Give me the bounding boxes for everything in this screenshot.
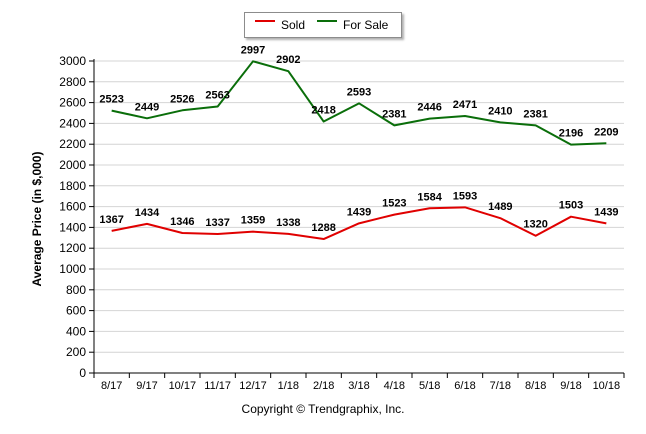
data-label: 2449	[135, 101, 159, 113]
y-tick-label: 1600	[59, 200, 86, 214]
data-label: 2209	[594, 126, 618, 138]
x-tick-label: 6/18	[454, 380, 475, 392]
y-tick-label: 2800	[59, 75, 86, 89]
x-tick-label: 10/17	[169, 380, 197, 392]
x-tick-label: 8/17	[101, 380, 122, 392]
data-label: 2381	[523, 108, 547, 120]
data-labels: 1367 1434 1346 1337 1359 1338 1288 1439 1523 1584…	[99, 44, 618, 234]
data-label: 1367	[99, 214, 123, 226]
y-tick-label: 1800	[59, 179, 86, 193]
x-tick-label: 8/18	[525, 380, 546, 392]
data-label: 1439	[347, 206, 371, 218]
x-tick-label: 3/18	[348, 380, 369, 392]
y-tick-label: 2600	[59, 96, 86, 110]
data-label: 2196	[559, 128, 583, 140]
data-label: 1593	[453, 190, 477, 202]
axes	[89, 59, 625, 378]
y-tick-label: 600	[66, 304, 86, 318]
data-label: 1503	[559, 200, 583, 212]
legend-label-sold: Sold	[281, 18, 306, 32]
data-label: 1346	[170, 216, 194, 228]
legend: Sold For Sale	[244, 12, 402, 38]
x-tick-labels: 8/17 9/17 10/17 11/17 12/17 1/18 2/18 3/18 4/18 5…	[101, 380, 620, 392]
data-label: 1337	[205, 217, 229, 229]
data-label: 2997	[241, 44, 265, 56]
y-tick-label: 3000	[59, 54, 86, 68]
x-tick-label: 7/18	[490, 380, 511, 392]
data-label: 1439	[594, 206, 618, 218]
series-lines	[111, 60, 607, 241]
x-tick-label: 11/17	[204, 380, 231, 392]
data-label: 2418	[311, 105, 335, 117]
y-tick-label: 0	[79, 366, 86, 380]
data-label: 1338	[276, 217, 300, 229]
y-tick-label: 800	[66, 283, 86, 297]
y-tick-label: 1000	[59, 262, 86, 276]
x-tick-label: 1/18	[278, 380, 299, 392]
series-line-sold	[111, 206, 607, 241]
x-tick-label: 9/18	[560, 380, 581, 392]
data-label: 2410	[488, 105, 512, 117]
series-line-for-sale	[111, 60, 607, 146]
y-tick-label: 1400	[59, 220, 86, 234]
data-label: 1434	[135, 207, 160, 219]
x-tick-label: 9/17	[136, 380, 157, 392]
legend-label-for-sale: For Sale	[343, 18, 389, 32]
data-label: 1489	[488, 201, 512, 213]
y-tick-labels: 0 200 400 600 800 1000 1200 1400 1600 1800 2000 220…	[59, 54, 86, 380]
data-label: 2471	[453, 99, 477, 111]
data-label: 2526	[170, 93, 194, 105]
data-label: 2381	[382, 108, 406, 120]
legend-swatch-for-sale	[317, 20, 337, 22]
x-tick-label: 10/18	[593, 380, 621, 392]
data-label: 2902	[276, 54, 300, 66]
y-tick-label: 200	[66, 345, 86, 359]
data-label: 2563	[205, 89, 229, 101]
x-tick-label: 12/17	[239, 380, 267, 392]
data-label: 1359	[241, 215, 265, 227]
y-tick-label: 2000	[59, 158, 86, 172]
data-label: 1523	[382, 198, 406, 210]
x-tick-label: 5/18	[419, 380, 440, 392]
y-axis-label: Average Price (in $,000)	[30, 151, 44, 287]
data-label: 1288	[311, 222, 335, 234]
y-tick-label: 1200	[59, 241, 86, 255]
y-tick-label: 400	[66, 324, 86, 338]
y-tick-label: 2400	[59, 116, 86, 130]
copyright-text: Copyright © Trendgraphix, Inc.	[241, 402, 405, 416]
data-label: 1320	[523, 219, 547, 231]
data-label: 2523	[99, 94, 123, 106]
y-tick-label: 2200	[59, 137, 86, 151]
data-label: 1584	[417, 191, 442, 203]
data-label: 2446	[417, 102, 441, 114]
legend-swatch-sold	[255, 20, 275, 22]
data-label: 2593	[347, 86, 371, 98]
x-tick-label: 4/18	[384, 380, 405, 392]
x-tick-label: 2/18	[313, 380, 334, 392]
